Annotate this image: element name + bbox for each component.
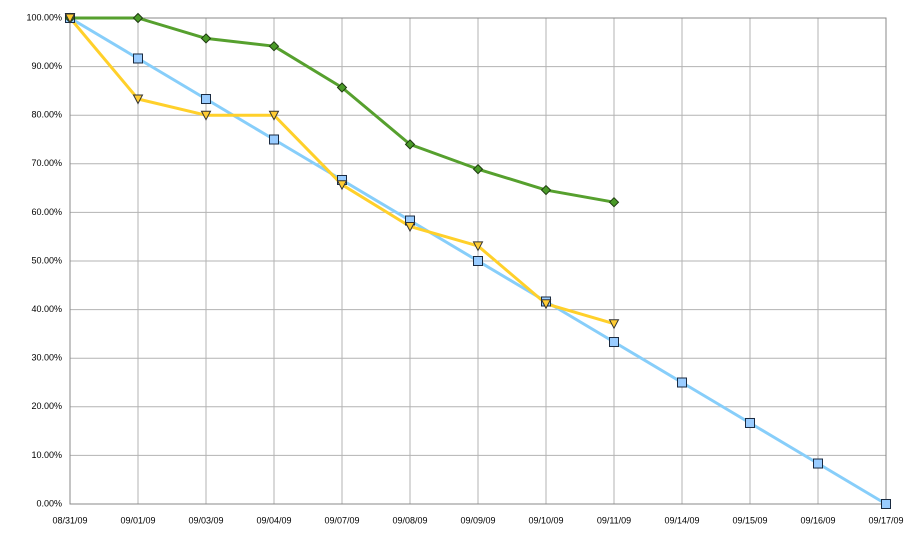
marker (200, 33, 212, 44)
x-tick-label: 09/01/09 (120, 515, 155, 525)
marker (200, 110, 212, 121)
x-tick-label: 09/04/09 (256, 515, 291, 525)
marker (404, 221, 416, 233)
marker (881, 499, 891, 509)
x-tick-label: 09/07/09 (324, 515, 359, 525)
y-tick-label: 0.00% (36, 498, 62, 508)
marker (132, 94, 144, 105)
y-tick-label: 100.00% (26, 12, 62, 22)
plot-frame (69, 17, 887, 505)
x-tick-label: 09/10/09 (528, 515, 563, 525)
x-tick-label: 09/09/09 (460, 515, 495, 525)
marker (201, 94, 211, 105)
x-tick-label: 09/14/09 (664, 515, 699, 525)
y-tick-label: 40.00% (31, 304, 62, 314)
marker (608, 319, 620, 330)
y-tick-label: 50.00% (31, 255, 62, 265)
y-tick-label: 10.00% (31, 450, 62, 460)
x-tick-label: 08/31/09 (52, 515, 87, 525)
y-tick-label: 30.00% (31, 353, 62, 363)
marker (268, 40, 280, 52)
marker (813, 458, 823, 469)
marker (609, 337, 619, 348)
x-tick-label: 09/15/09 (732, 515, 767, 525)
marker (472, 163, 484, 175)
y-tick-label: 20.00% (31, 401, 62, 411)
marker (336, 180, 348, 191)
y-tick-label: 70.00% (31, 158, 62, 168)
x-tick-label: 09/03/09 (188, 515, 223, 525)
marker (677, 377, 687, 388)
marker (608, 196, 620, 208)
marker (268, 110, 280, 121)
x-tick-label: 09/08/09 (392, 515, 427, 525)
marker (336, 82, 348, 93)
marker (269, 134, 279, 145)
x-tick-label: 09/17/09 (868, 515, 903, 525)
marker (540, 299, 552, 310)
marker (745, 417, 755, 428)
marker (64, 13, 76, 24)
y-tick-label: 80.00% (31, 110, 62, 120)
y-tick-label: 60.00% (31, 207, 62, 217)
marker (472, 241, 484, 252)
y-tick-label: 90.00% (31, 61, 62, 71)
x-tick-label: 09/16/09 (800, 515, 835, 525)
marker (404, 139, 416, 150)
marker (540, 184, 552, 196)
marker (132, 12, 144, 24)
marker (473, 256, 483, 266)
marker (133, 53, 143, 64)
x-tick-label: 09/11/09 (597, 515, 631, 525)
